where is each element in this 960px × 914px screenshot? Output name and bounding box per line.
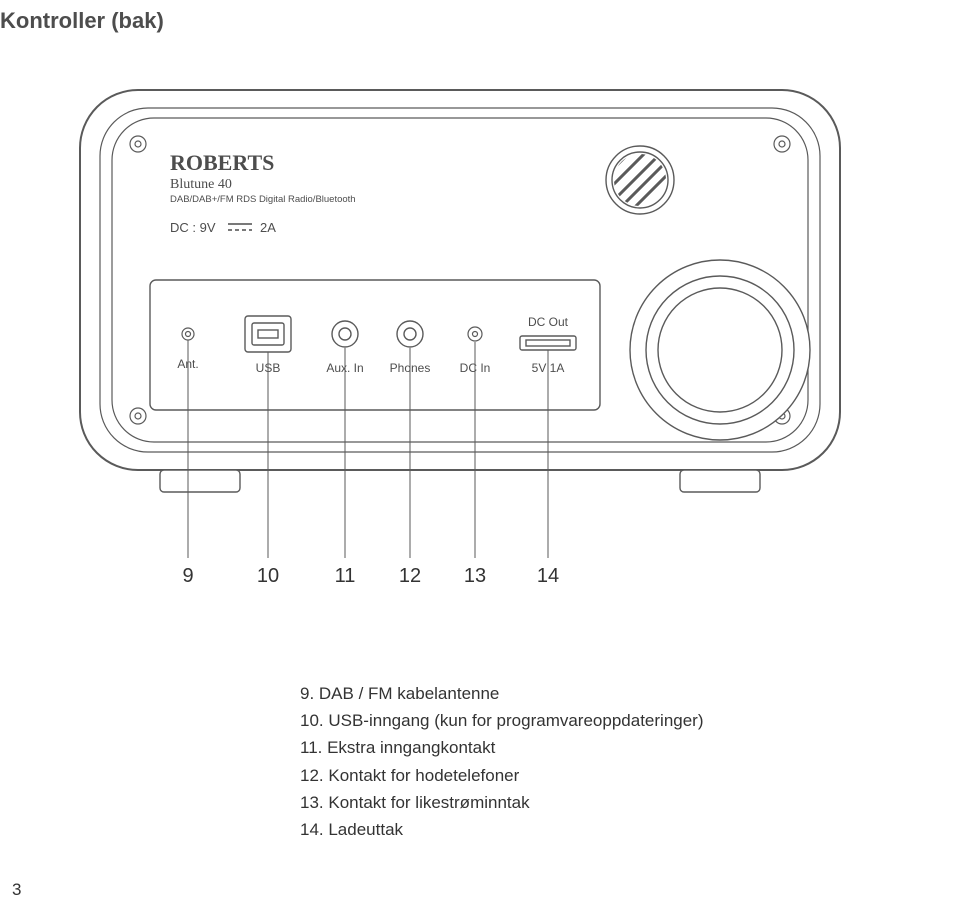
feet: [160, 470, 760, 492]
legend-line-2: 10. USB-inngang (kun for programvareoppd…: [300, 707, 704, 734]
phones-port: [397, 321, 423, 347]
callout-9: 9: [182, 565, 193, 587]
sub-text: DAB/DAB+/FM RDS Digital Radio/Bluetooth: [170, 194, 356, 205]
callout-numbers: 9 10 11 12 13 14: [182, 565, 559, 587]
legend-block: 9. DAB / FM kabelantenne 10. USB-inngang…: [300, 680, 704, 843]
power-suffix: 2A: [260, 220, 276, 235]
model-text: Blutune 40: [170, 177, 232, 192]
usb-port: [245, 316, 291, 352]
dcout-top-label: DC Out: [528, 315, 569, 329]
callout-13: 13: [464, 565, 486, 587]
aux-port: [332, 321, 358, 347]
legend-line-1: 9. DAB / FM kabelantenne: [300, 680, 704, 707]
callout-14: 14: [537, 565, 559, 587]
dcin-port: [468, 327, 482, 341]
page-title: Kontroller (bak): [0, 8, 164, 34]
ant-port: [182, 328, 194, 340]
legend-line-4: 12. Kontakt for hodetelefoner: [300, 762, 704, 789]
legend-line-6: 14. Ladeuttak: [300, 816, 704, 843]
power-prefix: DC : 9V: [170, 220, 216, 235]
legend-line-3: 11. Ekstra inngangkontakt: [300, 734, 704, 761]
dcout-port: [520, 336, 576, 350]
page-root: Kontroller (bak) ROBERTS Blutune 40 DAB/…: [0, 0, 960, 914]
callout-12: 12: [399, 565, 421, 587]
bass-port: [630, 260, 810, 440]
callout-10: 10: [257, 565, 279, 587]
device-diagram: ROBERTS Blutune 40 DAB/DAB+/FM RDS Digit…: [60, 80, 900, 645]
brand-text: ROBERTS: [170, 150, 274, 175]
callout-11: 11: [335, 565, 356, 587]
legend-line-5: 13. Kontakt for likestrøminntak: [300, 789, 704, 816]
page-number: 3: [12, 880, 21, 900]
